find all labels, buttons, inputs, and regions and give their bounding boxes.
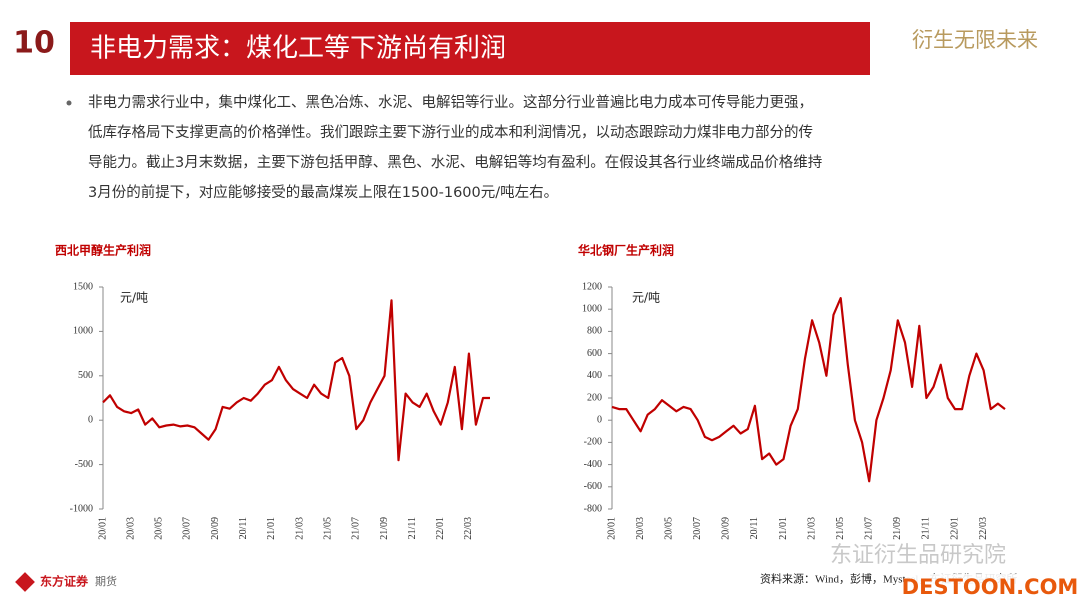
bullet-line: 3月份的前提下，对应能够接受的最高煤炭上限在1500-1600元/吨左右。	[88, 183, 558, 201]
x-tick-label: 21/03	[806, 517, 817, 540]
unit-label: 元/吨	[120, 291, 148, 305]
y-tick-label: -1000	[70, 503, 93, 514]
x-tick-label: 22/01	[949, 517, 960, 540]
x-tick-label: 21/05	[835, 517, 846, 540]
unit-label: 元/吨	[632, 291, 660, 305]
x-tick-label: 21/03	[294, 517, 305, 540]
footer-logo-icon	[15, 572, 35, 592]
x-tick-label: 20/09	[210, 517, 221, 540]
y-tick-label: 0	[88, 414, 93, 425]
y-tick-label: 400	[587, 370, 602, 381]
y-tick-label: 0	[597, 414, 602, 425]
x-tick-label: 20/03	[635, 517, 646, 540]
footer-sub: 期货	[95, 574, 117, 588]
x-tick-label: 21/01	[778, 517, 789, 540]
y-tick-label: -800	[584, 503, 602, 514]
bullet-line: 非电力需求行业中，集中煤化工、黑色冶炼、水泥、电解铝等行业。这部分行业普遍比电力…	[88, 93, 813, 111]
watermark-bg	[905, 574, 1075, 602]
y-tick-label: 1200	[582, 281, 602, 292]
chart-title: 华北钢厂生产利润	[578, 243, 674, 258]
x-tick-label: 20/05	[154, 517, 165, 540]
chart-title: 西北甲醇生产利润	[55, 243, 151, 258]
logo: 10	[13, 26, 55, 61]
slide-title: 非电力需求：煤化工等下游尚有利润	[90, 34, 506, 64]
x-tick-label: 20/05	[663, 517, 674, 540]
y-tick-label: -500	[75, 459, 93, 470]
x-tick-label: 20/11	[238, 517, 249, 539]
watermark: DESTOON.COM	[902, 575, 1079, 599]
y-tick-label: 1500	[73, 281, 93, 292]
y-tick-label: 600	[587, 348, 602, 359]
slogan: 衍生无限未来	[912, 28, 1038, 52]
x-tick-label: 20/11	[749, 517, 760, 539]
x-tick-label: 20/01	[606, 517, 617, 540]
bullet-line: 低库存格局下支撑更高的价格弹性。我们跟踪主要下游行业的成本和利润情况，以动态跟踪…	[88, 124, 813, 141]
x-tick-label: 20/07	[182, 517, 193, 540]
y-tick-label: 500	[78, 370, 93, 381]
watermark: 东证衍生品研究院	[830, 543, 1006, 568]
x-tick-label: 21/09	[892, 517, 903, 540]
y-tick-label: 1000	[73, 326, 93, 337]
x-tick-label: 21/11	[921, 517, 932, 539]
y-tick-label: 200	[587, 392, 602, 403]
footer-brand: 东方证券	[40, 574, 89, 589]
x-tick-label: 22/01	[435, 517, 446, 540]
x-tick-label: 21/05	[322, 517, 333, 540]
x-tick-label: 21/01	[266, 517, 277, 540]
y-tick-label: -600	[584, 481, 602, 492]
x-tick-label: 21/07	[351, 517, 362, 540]
x-tick-label: 20/01	[97, 517, 108, 540]
bullet-dot	[66, 100, 72, 106]
x-tick-label: 22/03	[978, 517, 989, 540]
x-tick-label: 20/03	[125, 517, 136, 540]
x-tick-label: 21/07	[864, 517, 875, 540]
y-tick-label: 800	[587, 326, 602, 337]
x-tick-label: 21/11	[407, 517, 418, 539]
y-tick-label: 1000	[582, 303, 602, 314]
header-band	[70, 22, 870, 75]
x-tick-label: 20/09	[721, 517, 732, 540]
bullet-line: 导能力。截止3月末数据，主要下游包括甲醇、黑色、水泥、电解铝等均有盈利。在假设其…	[88, 153, 822, 171]
line-series	[611, 297, 1006, 483]
x-tick-label: 21/09	[379, 517, 390, 540]
y-tick-label: -200	[584, 437, 602, 448]
line-series	[102, 299, 490, 462]
x-tick-label: 20/07	[692, 517, 703, 540]
y-tick-label: -400	[584, 459, 602, 470]
x-tick-label: 22/03	[463, 517, 474, 540]
